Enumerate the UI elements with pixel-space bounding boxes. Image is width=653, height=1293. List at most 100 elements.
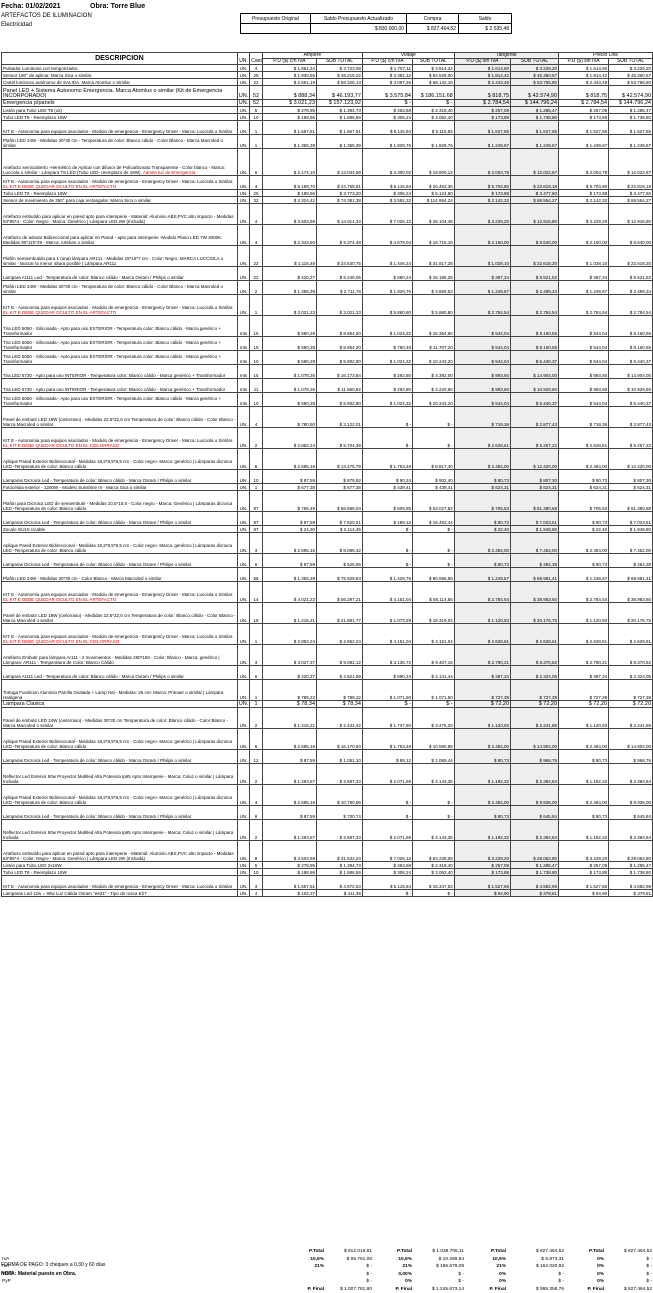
tangente-subtotal: $ 22.819,18 (511, 176, 559, 190)
ampere-total-label: P.Total (285, 1248, 325, 1256)
tangente-subtotal: $ 1.738,80 (511, 869, 559, 876)
voltaje-unit-price: $ 2.071,68 (362, 820, 412, 841)
tangente-unit-price: $ 2.003,78 (454, 149, 510, 176)
ampere-subtotal: $ 525,55 (317, 554, 363, 568)
tangente-unit-price: $ 2.784,54 (454, 295, 510, 316)
tangente-subtotal: $ 72,20 (511, 701, 559, 708)
row-description: Aplique Pared Exterior Bidireccional - M… (2, 785, 238, 806)
precio-link-subtotal: $ 1.738,80 (609, 114, 653, 121)
ampere-iva2: $ - (325, 1263, 373, 1271)
ampere-subtotal: $ 1.051,10 (317, 750, 363, 764)
budget-saldo-value: $ 2.535,48 (458, 24, 511, 34)
table-row: Artefacto semicubierto -Hermético de Apl… (2, 149, 653, 176)
row-description: Cartel luminoso autónomo de SALIDA. Marc… (2, 79, 238, 86)
precio-link-unit-price: $ 2.784,54 (559, 100, 609, 107)
quote-rows: Pulsador Luminoso con temporizador.UN.4$… (2, 65, 653, 897)
budget-summary-table: Presupuesto Original Saldo Presupuesto A… (240, 13, 512, 34)
row-quantity: 6 (250, 554, 263, 568)
ampere-final: $ 1.007.781,80 (325, 1286, 373, 1293)
voltaje-subtotal: $ 3.514,22 (412, 65, 454, 72)
row-unit: UN. (237, 708, 250, 729)
ampere-subtotal: $ 5.902,80 (317, 351, 363, 365)
ampere-subtotal: $ 8.854,20 (317, 316, 363, 337)
row-quantity: 1 (250, 701, 263, 708)
table-row: Reflector Led Exterior 50w Proyector Mul… (2, 764, 653, 785)
precio-link-subtotal: $ 42.574,90 (609, 86, 653, 100)
row-unit: UN. (237, 407, 250, 428)
voltaje-unit-price: $ 2.071,68 (362, 764, 412, 785)
tangente-unit-price: $ 2.484,00 (454, 449, 510, 470)
precio-link-unit-price: $ 173,88 (559, 190, 609, 197)
voltaje-unit-price: $ 306,24 (362, 114, 412, 121)
precio-link-unit-price: $ 2.003,78 (559, 149, 609, 176)
ampere-subtotal: $ 8.854,20 (317, 337, 363, 351)
ampere-iva1-pct: 10,5% (285, 1256, 325, 1264)
ampere-subtotal: $ 2.432,42 (317, 708, 363, 729)
ampere-unit-price: $ 87,59 (262, 470, 316, 484)
tangente-subtotal: $ 69.981,41 (511, 568, 559, 582)
table-row: Plafón LED 24W - Medidas 30*30 cm - Temp… (2, 135, 653, 149)
tangente-unit-price: $ 5.704,80 (454, 176, 510, 190)
voltaje-total: $ 1.038.705,11 (413, 1248, 465, 1256)
tangente-pyp: $ - (507, 1278, 565, 1286)
budget-compra-header: Compra (407, 14, 459, 24)
row-quantity: 87 (250, 491, 263, 512)
row-unit: UN. (237, 624, 250, 645)
row-description: Tira LED 5050 - Siliconada - Apto para u… (2, 316, 238, 337)
precio-link-unit-price: $ 257,09 (559, 107, 609, 114)
table-row: Aplique Pared Exterior Bidireccional - M… (2, 449, 653, 470)
tangente-unit-price: $ 1.527,65 (454, 121, 510, 135)
row-description: Artefacto embutido para aplicar en pared… (2, 204, 238, 225)
precio-link-subtotal: $ 5.440,37 (609, 393, 653, 407)
ampere-subtotal: $ 875,92 (317, 470, 363, 484)
precio-link-subtotal: $ 38.983,60 (609, 582, 653, 603)
table-row: Aplique Pared Exterior Bidireccional - M… (2, 729, 653, 750)
voltaje-subtotal: $ 1.071,50 (412, 680, 454, 701)
voltaje-unit-price: $ 1.429,75 (362, 568, 412, 582)
voltaje-unit-price: $ 690,24 (362, 666, 412, 680)
ampere-unit-price: $ 3.503,58 (262, 841, 316, 862)
row-quantity: 10 (250, 351, 263, 365)
row-quantity: 22 (250, 267, 263, 281)
row-description: Plafón semiembutido para 1 (una) lámpara… (2, 246, 238, 267)
row-unit: UN. (237, 841, 250, 862)
voltaje-subtotal: $ 5.860,80 (412, 295, 454, 316)
row-description: Tira LED 5050 - Siliconada - Apto para u… (2, 351, 238, 365)
row-quantity: 1 (250, 121, 263, 135)
table-row: Lamparas Led 12w = 90w Luz Cálida Osram … (2, 890, 653, 897)
row-description: Aplique Pared Exterior Bidireccional - M… (2, 729, 238, 750)
tangente-unit-price: $ 173,88 (454, 114, 510, 121)
totals-table: P.Total $ 912.019,81 P.Total $ 1.038.705… (285, 1248, 653, 1293)
voltaje-subtotal: $ 16.453,44 (412, 512, 454, 526)
precio-link-subtotal: $ 22.819,18 (609, 176, 653, 190)
ampere-subtotal: $ 10.780,56 (317, 785, 363, 806)
table-row: Aplique Pared Exterior Bidireccional - M… (2, 785, 653, 806)
voltaje-unit-price: $ 292,80 (362, 365, 412, 379)
precio-link-subtotal: $ 2.877,43 (609, 407, 653, 428)
precio-link-unit-price: $ 705,53 (559, 491, 609, 512)
tangente-iva2: $ 162.020,92 (507, 1263, 565, 1271)
voltaje-subtotal: $ 3.475,20 (412, 708, 454, 729)
row-quantity: 4 (250, 407, 263, 428)
voltaje-unit-price: $ 5.115,84 (362, 121, 412, 135)
tangente-iva2-pct: 21% (465, 1263, 507, 1271)
row-unit: UN. (237, 820, 250, 841)
table-row: Panel LED + Sistema Autonomo Emergencia.… (2, 86, 653, 100)
ampere-unit-price: $ 420,27 (262, 666, 316, 680)
table-row: Lamparas Dicroica Led - Temperatura de c… (2, 470, 653, 484)
row-unit: UN. (237, 491, 250, 512)
precio-link-final: $ 827.464,52 (605, 1286, 653, 1293)
row-unit: UN. (237, 281, 250, 295)
voltaje-unit-price: $ 463,68 (362, 862, 412, 869)
ampere-subtotal: $ 9.082,12 (317, 645, 363, 666)
tangente-unit-price: $ 387,34 (454, 267, 510, 281)
table-row: Tortuga Fundicion Aluminio Parrilla Oval… (2, 680, 653, 701)
tangente-unit-price: $ 173,88 (454, 190, 510, 197)
row-description: Lamparas Dicroica Led - Temperatura de c… (2, 554, 238, 568)
budget-saldo-header: Saldo (458, 14, 511, 24)
ampere-unit-price: $ 2.852,24 (262, 624, 316, 645)
table-row: KIT E - Autonomia para equipos asociados… (2, 624, 653, 645)
tangente-unit-price: $ 2.160,00 (454, 225, 510, 246)
